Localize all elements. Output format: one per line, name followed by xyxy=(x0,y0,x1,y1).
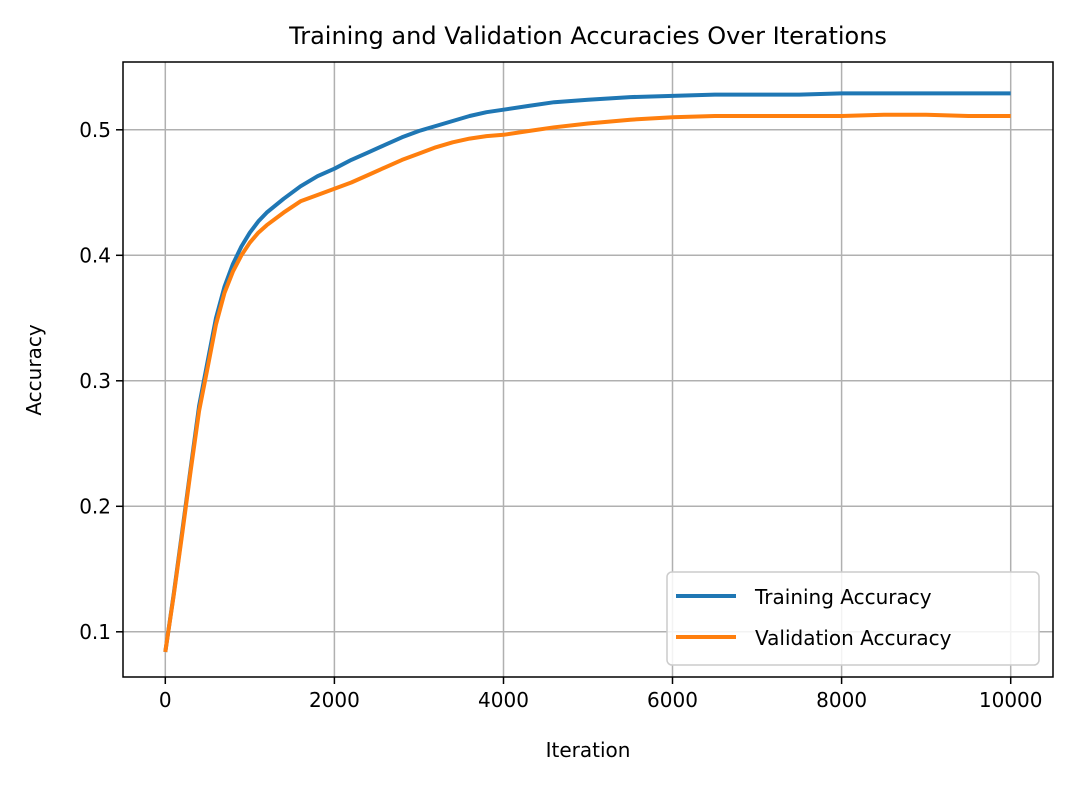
x-tick-label: 4000 xyxy=(478,688,529,712)
x-axis-label: Iteration xyxy=(546,738,631,762)
legend-label-training: Training Accuracy xyxy=(754,585,932,609)
y-tick-label: 0.4 xyxy=(79,243,111,267)
plot-frame xyxy=(122,61,1054,678)
y-tick-label: 0.5 xyxy=(79,118,111,142)
legend-label-validation: Validation Accuracy xyxy=(755,626,952,650)
x-tick-label: 8000 xyxy=(816,688,867,712)
legend: Training Accuracy Validation Accuracy xyxy=(666,571,1040,666)
x-tick-label: 6000 xyxy=(647,688,698,712)
y-tick-label: 0.2 xyxy=(79,494,111,518)
x-tick-label: 2000 xyxy=(309,688,360,712)
x-tick-label: 10000 xyxy=(979,688,1043,712)
y-tick-label: 0.3 xyxy=(79,369,111,393)
x-tick-label: 0 xyxy=(159,688,172,712)
chart-title: Training and Validation Accuracies Over … xyxy=(288,22,887,50)
y-tick-label: 0.1 xyxy=(79,620,111,644)
validation-accuracy-line xyxy=(163,112,1011,653)
y-axis-ticks: 0.1 0.2 0.3 0.4 0.5 xyxy=(79,118,123,644)
series-lines xyxy=(163,91,1011,653)
y-axis-label: Accuracy xyxy=(22,324,46,415)
x-axis-ticks: 0 2000 4000 6000 8000 10000 xyxy=(159,677,1043,712)
legend-box xyxy=(666,571,1040,666)
grid xyxy=(123,62,1053,677)
